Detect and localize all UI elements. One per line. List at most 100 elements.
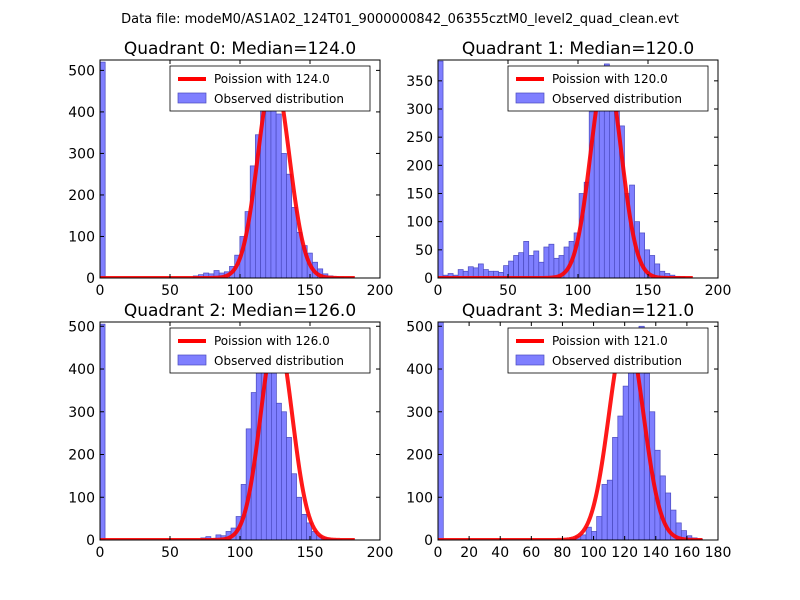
histogram-bar	[296, 496, 302, 540]
histogram-bar	[601, 484, 608, 540]
y-tick-label: 200	[68, 448, 95, 464]
x-tick-label: 80	[554, 545, 572, 561]
y-tick-label: 0	[424, 533, 433, 549]
panel-top-right: 0 50 100 150 200 0 50 100 150 200 250 300 350 Quadran…	[406, 39, 731, 299]
y-tick-label: 350	[406, 74, 433, 90]
panel-bottom-right: 0 20 40 60 80 100 120 140 160 1800100200300400500…	[406, 301, 731, 561]
y-tick-label: 300	[406, 405, 433, 421]
y-tick-label: 200	[406, 448, 433, 464]
x-tick-label: 100	[580, 545, 607, 561]
x-tick-label: 60	[522, 545, 540, 561]
histogram-bar	[280, 153, 287, 278]
y-tick-label: 300	[68, 146, 95, 162]
poisson-model-line	[438, 68, 694, 278]
y-tick-label: 250	[406, 130, 433, 146]
y-tick-label: 0	[86, 271, 95, 287]
x-tick-label: 120	[611, 545, 638, 561]
y-tick-label: 50	[415, 243, 433, 259]
y-tick-label: 150	[406, 187, 433, 203]
histogram-bar	[548, 243, 555, 278]
x-tick-label: 100	[565, 283, 592, 299]
x-tick-label: 0	[434, 545, 443, 561]
x-tick-label: 160	[674, 545, 701, 561]
histogram-bar	[438, 60, 444, 278]
y-tick-label: 100	[68, 490, 95, 506]
legend: Poission with 120.0 Observed distribution	[507, 65, 709, 112]
histogram-bar	[275, 113, 282, 278]
poisson-model-line	[100, 72, 356, 278]
y-tick-label: 500	[406, 319, 433, 335]
y-tick-label: 100	[406, 215, 433, 231]
y-tick-label: 400	[68, 105, 95, 121]
legend-box	[169, 65, 371, 112]
histogram-bar	[622, 385, 629, 540]
y-tick-label: 200	[406, 158, 433, 174]
x-tick-label: 50	[161, 283, 179, 299]
y-tick-label: 300	[406, 102, 433, 118]
histogram-bar	[617, 415, 624, 540]
y-tick-label: 500	[68, 319, 95, 335]
panel-title: Quadrant 2: Median=126.0	[124, 301, 356, 321]
x-tick-label: 20	[460, 545, 478, 561]
y-tick-label: 0	[424, 271, 433, 287]
legend-bar-swatch	[177, 92, 207, 104]
histogram-bar	[100, 61, 106, 278]
legend-label: Poission with 126.0	[214, 334, 330, 348]
histogram-bar	[606, 479, 613, 540]
legend-bar-swatch	[177, 354, 207, 366]
panel-bottom-left: 0 50 100 150 200 0 100 200 300 400 500 Quadrant 2: …	[68, 301, 393, 561]
y-tick-label: 100	[406, 490, 433, 506]
y-tick-label: 200	[68, 188, 95, 204]
histogram-bar	[270, 86, 277, 278]
histogram-bar	[276, 402, 282, 540]
histogram-bar	[528, 255, 535, 278]
legend: Poission with 126.0 Observed distribution	[169, 327, 371, 374]
histogram-bar	[286, 173, 293, 278]
legend-box	[507, 65, 709, 112]
histogram-bar	[477, 263, 484, 278]
y-tick-label: 500	[68, 63, 95, 79]
x-tick-label: 0	[434, 283, 443, 299]
legend: Poission with 121.0 Observed distribution	[507, 327, 709, 374]
y-tick-label: 300	[68, 405, 95, 421]
histogram-bar	[281, 411, 287, 540]
histogram-bar	[538, 261, 545, 278]
figure-title: Data file: modeM0/AS1A02_124T01_90000008…	[121, 12, 679, 27]
histogram-bar	[518, 252, 525, 278]
x-tick-label: 200	[367, 545, 394, 561]
legend-label: Observed distribution	[552, 92, 682, 106]
legend-label: Poission with 121.0	[552, 334, 668, 348]
x-tick-label: 100	[227, 283, 254, 299]
histogram-bar	[265, 364, 272, 540]
legend-box	[507, 327, 709, 374]
panel-title: Quadrant 0: Median=124.0	[124, 39, 356, 59]
x-tick-label: 40	[491, 545, 509, 561]
histogram-bar	[271, 347, 277, 540]
legend-label: Observed distribution	[552, 354, 682, 368]
x-tick-label: 180	[705, 545, 732, 561]
poisson-model-line	[100, 330, 356, 540]
legend-label: Observed distribution	[214, 354, 344, 368]
plot-area	[100, 323, 356, 540]
histogram-bar	[543, 246, 550, 278]
x-tick-label: 50	[499, 283, 517, 299]
histogram-bar	[291, 473, 297, 540]
histogram-bar	[596, 516, 603, 540]
panel-top-left: 0 50 100 150 200 0 100 200 300 400 500 Quadrant 0: …	[68, 39, 393, 299]
x-tick-label: 140	[642, 545, 669, 561]
legend-box	[169, 327, 371, 374]
histogram-bar	[609, 86, 615, 278]
histogram-bar	[508, 260, 514, 278]
x-tick-label: 200	[705, 283, 732, 299]
axes-frame	[437, 321, 719, 541]
histogram-bar	[533, 250, 540, 278]
y-tick-label: 400	[68, 362, 95, 378]
x-tick-label: 100	[227, 545, 254, 561]
legend-bar-swatch	[515, 92, 545, 104]
x-tick-label: 50	[161, 545, 179, 561]
legend-label: Poission with 120.0	[552, 72, 668, 86]
histogram-bar	[612, 437, 619, 540]
x-tick-label: 200	[367, 283, 394, 299]
plot-area	[438, 322, 704, 540]
